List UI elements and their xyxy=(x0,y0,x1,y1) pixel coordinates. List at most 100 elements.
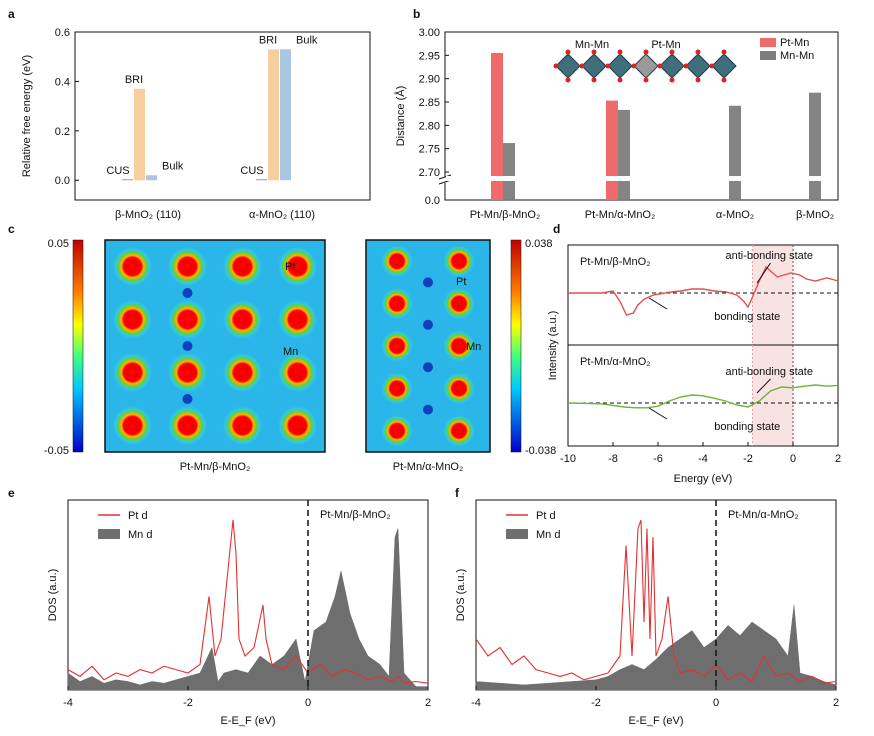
octahedron xyxy=(581,53,607,79)
colorbar-1 xyxy=(510,239,522,453)
antibonding-label-1: anti-bonding state xyxy=(726,366,813,378)
oxygen-atom xyxy=(565,77,571,83)
x-axis-label-d: Energy (eV) xyxy=(674,473,733,485)
bonding-arrow-1 xyxy=(648,407,668,420)
pt-d-line-f xyxy=(475,519,837,684)
y-tick-label-a: 0.2 xyxy=(55,126,70,138)
atom-label-mn-0: Mn xyxy=(283,346,298,358)
dos-title-e: Pt-Mn/β-MnO₂ xyxy=(320,509,391,521)
mn-d-area-e xyxy=(67,528,429,691)
depletion-node xyxy=(182,341,193,351)
atom-core xyxy=(456,427,462,434)
colorbar-max-0: 0.05 xyxy=(48,238,69,250)
atom-core xyxy=(456,300,462,307)
atom-label-pt-1: Pt xyxy=(456,276,466,288)
oxygen-atom xyxy=(721,49,727,55)
oxygen-atom xyxy=(631,63,637,69)
inset-label-mn-mn: Mn-Mn xyxy=(575,39,609,51)
ir-curve-1 xyxy=(567,384,839,409)
x-tick-label-f: -4 xyxy=(471,697,481,709)
y-tick-label-b: 2.80 xyxy=(419,120,440,132)
y-axis-label-f: DOS (a.u.) xyxy=(455,569,467,622)
oxygen-atom xyxy=(643,49,649,55)
antibonding-arrow-1 xyxy=(756,378,771,394)
legend-swatch-pt-mn xyxy=(760,38,776,47)
antibonding-label-0: anti-bonding state xyxy=(726,250,813,262)
map-caption-1: Pt-Mn/α-MnO₂ xyxy=(393,461,464,473)
panel-label-b: b xyxy=(413,7,420,21)
y-tick-label-b: 3.00 xyxy=(419,27,440,39)
panel-label-c: c xyxy=(8,222,15,236)
x-tick-label-f: 2 xyxy=(833,697,839,709)
pt-d-line-e xyxy=(67,519,429,684)
legend-mn-swatch-f xyxy=(506,529,528,539)
depletion-node xyxy=(423,404,433,415)
x-tick-label-d: 0 xyxy=(790,453,796,465)
oxygen-atom xyxy=(553,63,559,69)
x-tick-label-e: -2 xyxy=(183,697,193,709)
atom-core xyxy=(456,258,462,265)
subpanel-title-1: Pt-Mn/α-MnO₂ xyxy=(580,356,651,368)
colorbar-max-1: 0.038 xyxy=(525,238,553,250)
atom-core xyxy=(239,422,246,429)
atom-core xyxy=(129,263,136,270)
legend-pt-label-f: Pt d xyxy=(536,510,556,522)
depletion-node xyxy=(182,394,193,404)
colorbar-min-1: -0.038 xyxy=(525,445,556,457)
bar-pt-mn-1 xyxy=(606,100,618,200)
category-label-b: Pt-Mn/α-MnO₂ xyxy=(585,209,656,221)
legend-mn-label-f: Mn d xyxy=(536,529,560,541)
oxygen-atom xyxy=(657,63,663,69)
atom-core xyxy=(294,369,301,376)
atom-core xyxy=(184,263,191,270)
bar-mn-mn-0 xyxy=(503,143,515,200)
legend-mn-label-e: Mn d xyxy=(128,529,152,541)
x-tick-label-e: 0 xyxy=(305,697,311,709)
colorbar-0 xyxy=(72,239,84,453)
y-axis-label-d: Intensity (a.u.) xyxy=(547,311,559,381)
plot-frame-b xyxy=(444,31,839,201)
legend-label-mn-mn: Mn-Mn xyxy=(780,50,814,62)
x-tick-label-d: -2 xyxy=(743,453,753,465)
atom-core xyxy=(294,263,301,270)
break-band xyxy=(446,176,837,181)
panel-label-e: e xyxy=(8,486,15,500)
atom-core xyxy=(239,369,246,376)
bar-label-cus-0: CUS xyxy=(106,165,129,177)
atom-label-pt-0: Pt xyxy=(285,261,295,273)
depletion-node xyxy=(423,277,433,288)
oxygen-atom xyxy=(643,77,649,83)
atom-core xyxy=(294,316,301,323)
structure-inset xyxy=(553,49,737,83)
panel-label-a: a xyxy=(8,7,15,21)
atom-core xyxy=(184,422,191,429)
bonding-arrow-0 xyxy=(648,297,668,310)
oxygen-atom xyxy=(709,63,715,69)
atom-core xyxy=(239,263,246,270)
bar-label-cus-1: CUS xyxy=(240,165,263,177)
panel-label-f: f xyxy=(455,486,460,500)
atom-core xyxy=(394,427,400,434)
bonding-label-1: bonding state xyxy=(714,421,780,433)
y-tick-label-b: 2.90 xyxy=(419,74,440,86)
category-label-b: α-MnO₂ xyxy=(716,209,754,221)
ir-curve-0 xyxy=(568,265,839,316)
mn-d-area-f xyxy=(475,604,837,691)
x-axis-label-e: E-E_F (eV) xyxy=(220,715,275,727)
y-tick-label-b: 0.0 xyxy=(425,195,440,207)
oxygen-atom xyxy=(683,63,689,69)
dos-title-f: Pt-Mn/α-MnO₂ xyxy=(728,509,799,521)
y-tick-label-b: 2.85 xyxy=(419,97,440,109)
x-tick-label-d: -8 xyxy=(608,453,618,465)
oxygen-atom xyxy=(669,49,675,55)
atom-core xyxy=(394,343,400,349)
bar-bri-1 xyxy=(268,49,279,181)
oxygen-atom xyxy=(695,77,701,83)
atom-core xyxy=(184,316,191,323)
oxygen-atom xyxy=(591,49,597,55)
atom-core xyxy=(456,385,462,392)
bar-label-bulk-0: Bulk xyxy=(162,160,184,172)
octahedron xyxy=(659,53,685,79)
atom-core xyxy=(394,385,400,392)
